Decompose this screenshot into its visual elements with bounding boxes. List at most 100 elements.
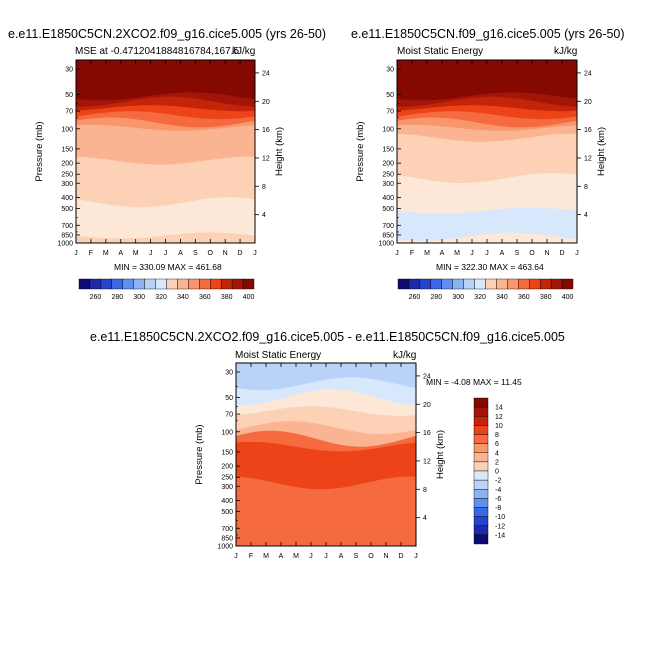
y2tick-label: 8 (584, 184, 588, 191)
colorbar3-label: -8 (495, 505, 501, 512)
y2tick-label: 8 (262, 184, 266, 191)
xtick-label: F (249, 553, 253, 560)
ytick-label: 500 (61, 206, 73, 213)
y-axis-label: Pressure (mb) (355, 121, 366, 181)
xtick-label: A (279, 553, 284, 560)
panel3-left-label: Moist Static Energy (235, 350, 322, 361)
colorbar3-box (473, 434, 489, 444)
xtick-label: J (234, 553, 238, 560)
ytick-label: 70 (65, 109, 73, 116)
colorbar-label: 320 (155, 294, 167, 301)
colorbar-box (133, 278, 145, 290)
colorbar3-label: 10 (495, 423, 503, 430)
xtick-label: J (164, 250, 168, 257)
xtick-label: M (293, 553, 299, 560)
colorbar-box (78, 278, 91, 290)
panel3-title: e.e11.E1850C5CN.2XCO2.f09_g16.cice5.005 … (90, 330, 565, 344)
colorbar-box (210, 278, 222, 290)
xtick-label: D (238, 250, 243, 257)
xtick-label: S (193, 250, 198, 257)
colorbar-box (397, 278, 410, 290)
ytick-label: 400 (61, 195, 73, 202)
ytick-label: 1000 (378, 241, 394, 248)
ytick-label: 50 (225, 395, 233, 402)
colorbar-box (452, 278, 464, 290)
xtick-label: A (178, 250, 183, 257)
y2tick-label: 4 (423, 515, 427, 522)
ytick-label: 250 (382, 172, 394, 179)
ytick-label: 500 (221, 509, 233, 516)
y2tick-label: 24 (423, 373, 431, 380)
colorbar-label: 380 (540, 294, 552, 301)
ytick-label: 1000 (57, 241, 73, 248)
panel2-plot (397, 60, 577, 243)
xtick-label: A (339, 553, 344, 560)
ytick-label: 500 (382, 206, 394, 213)
ytick-label: 200 (61, 161, 73, 168)
xtick-label: A (440, 250, 445, 257)
xtick-label: J (575, 250, 579, 257)
ytick-label: 50 (65, 92, 73, 99)
ytick-label: 850 (221, 535, 233, 542)
y2-axis-label: Height (km) (274, 127, 285, 176)
ytick-label: 70 (386, 109, 394, 116)
y2tick-label: 4 (584, 212, 588, 219)
y2tick-label: 24 (262, 70, 270, 77)
colorbar-label: 340 (177, 294, 189, 301)
colorbar3-box (473, 498, 489, 508)
colorbar-box (144, 278, 156, 290)
ytick-label: 50 (386, 92, 394, 99)
xtick-label: J (253, 250, 257, 257)
y2tick-label: 16 (262, 127, 270, 134)
ytick-label: 700 (221, 526, 233, 533)
colorbar-label: 280 (430, 294, 442, 301)
colorbar-box (100, 278, 113, 290)
panel2-left-label: Moist Static Energy (397, 46, 484, 57)
xtick-label: J (485, 250, 489, 257)
colorbar3-box (473, 443, 489, 453)
ytick-label: 150 (382, 146, 394, 153)
ytick-label: 400 (221, 498, 233, 505)
xtick-label: J (414, 553, 418, 560)
colorbar-box (199, 278, 211, 290)
colorbar3-label: 14 (495, 405, 503, 412)
colorbar3-label: 4 (495, 450, 499, 457)
colorbar3-box (473, 461, 489, 472)
colorbar3-label: -6 (495, 496, 501, 503)
xtick-label: A (118, 250, 123, 257)
ytick-label: 200 (382, 161, 394, 168)
colorbar-label: 300 (133, 294, 145, 301)
xtick-label: J (149, 250, 153, 257)
contour-band (236, 476, 416, 546)
xtick-label: N (383, 553, 388, 560)
y-axis-label: Pressure (mb) (34, 121, 45, 181)
xtick-label: J (395, 250, 399, 257)
y2tick-label: 4 (262, 212, 266, 219)
ytick-label: 850 (61, 232, 73, 239)
colorbar3-label: 6 (495, 441, 499, 448)
xtick-label: F (410, 250, 414, 257)
xtick-label: D (559, 250, 564, 257)
panel1-title: e.e11.E1850C5CN.2XCO2.f09_g16.cice5.005 … (8, 27, 327, 41)
xtick-label: J (74, 250, 78, 257)
colorbar-box (430, 278, 442, 290)
colorbar-box (474, 278, 486, 290)
ytick-label: 30 (65, 67, 73, 74)
panel2-units: kJ/kg (554, 46, 578, 57)
ytick-label: 30 (225, 370, 233, 377)
colorbar-box (89, 278, 102, 290)
xtick-label: J (324, 553, 328, 560)
colorbar-box (463, 278, 475, 290)
y2tick-label: 12 (423, 458, 431, 465)
colorbar-label: 300 (452, 294, 464, 301)
y2tick-label: 16 (584, 127, 592, 134)
y2tick-label: 8 (423, 487, 427, 494)
colorbar-box (177, 278, 189, 290)
colorbar-label: 360 (199, 294, 211, 301)
colorbar-label: 340 (496, 294, 508, 301)
colorbar-box (419, 278, 432, 290)
colorbar3-box (473, 397, 489, 408)
colorbar-label: 360 (518, 294, 530, 301)
panel3-units: kJ/kg (393, 350, 417, 361)
